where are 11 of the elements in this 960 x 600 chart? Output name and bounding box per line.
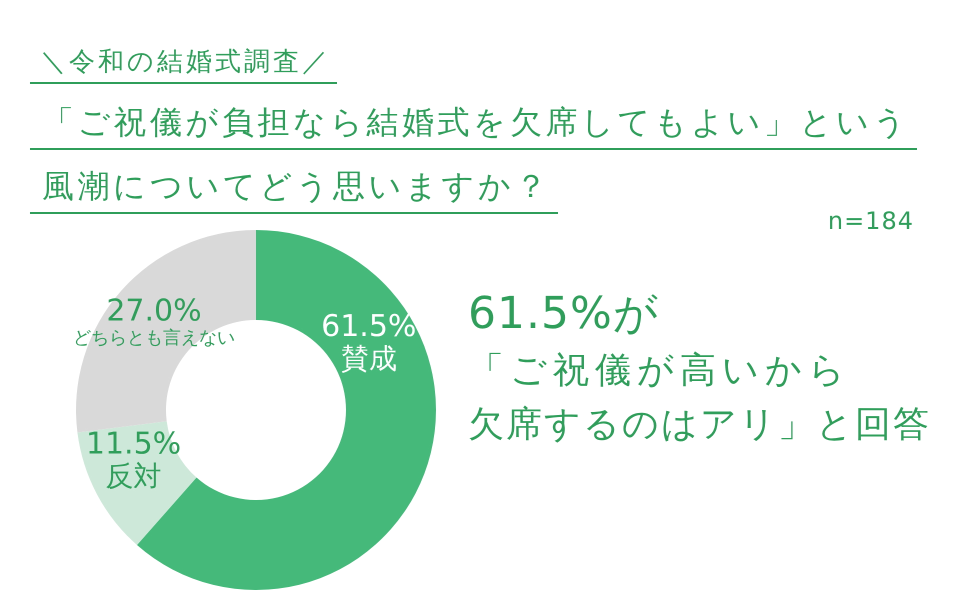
- chart-subtitle: 「ご祝儀が負担なら結婚式を欠席してもよい」という風潮についてどう思いますか？: [42, 103, 910, 205]
- chart-title: ＼令和の結婚式調査／: [40, 47, 331, 77]
- slice-label: 賛成: [340, 342, 397, 375]
- slice-label: どちらとも言えない: [73, 328, 235, 349]
- text: 61.5%が「ご祝儀が高いから欠席するのはアリ」と回答: [468, 288, 931, 445]
- data-label: 11.5%: [86, 426, 182, 462]
- data-label: 27.0%: [106, 294, 202, 329]
- text: n=184: [828, 207, 914, 235]
- data-label: 61.5%: [321, 308, 416, 344]
- slice-label: 反対: [106, 460, 162, 493]
- donut-slice: [76, 230, 256, 433]
